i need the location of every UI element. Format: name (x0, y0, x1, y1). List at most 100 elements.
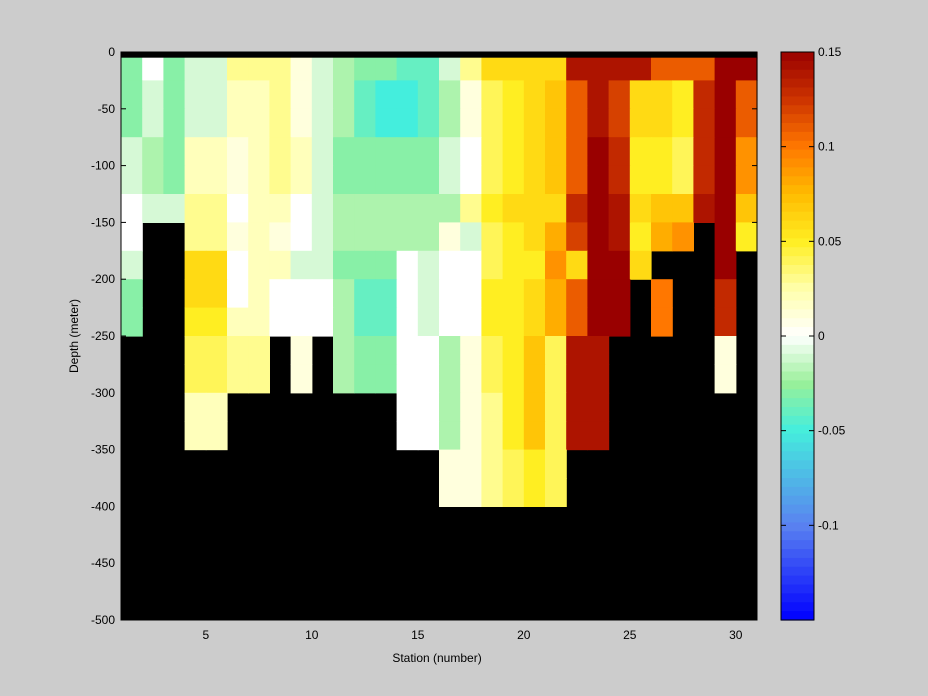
x-tick-label: 20 (517, 628, 531, 642)
heatmap-cell (587, 80, 610, 110)
y-tick-label: -150 (91, 215, 115, 229)
colorbar-band (781, 202, 814, 213)
heatmap-cell (205, 392, 228, 422)
colorbar-band (781, 362, 814, 373)
heatmap-cell (439, 279, 461, 309)
heatmap-cell (439, 108, 461, 138)
heatmap-cell (354, 250, 376, 280)
heatmap-cell (227, 364, 249, 394)
x-tick-label: 30 (729, 628, 743, 642)
heatmap-cell (502, 478, 525, 507)
colorbar-band (781, 407, 814, 417)
heatmap-cell (523, 80, 546, 110)
colorbar-band (781, 176, 814, 186)
heatmap-cell (333, 250, 355, 280)
heatmap-cell (735, 222, 758, 252)
heatmap-cell (545, 421, 567, 451)
heatmap-cell (311, 222, 334, 252)
heatmap-cell (269, 307, 292, 337)
heatmap-cell (290, 222, 313, 252)
heatmap-cell (205, 57, 228, 81)
heatmap-cell (333, 165, 355, 195)
x-tick-label: 25 (623, 628, 637, 642)
heatmap-cell (354, 108, 376, 138)
heatmap-cell (248, 279, 270, 309)
heatmap-cell (439, 449, 461, 479)
heatmap-cell (354, 364, 376, 394)
heatmap-cell (629, 165, 652, 195)
colorbar-band (781, 522, 814, 532)
colorbar-band (781, 469, 814, 479)
heatmap-cell (460, 364, 482, 394)
heatmap-cell (354, 57, 376, 81)
colorbar-band (781, 557, 814, 568)
heatmap-cell (523, 108, 546, 138)
heatmap-cell (481, 421, 504, 451)
colorbar-band (781, 495, 814, 506)
colorbar-band (781, 114, 814, 124)
heatmap-cell (121, 80, 143, 110)
colorbar-band (781, 282, 814, 293)
heatmap-cell (460, 108, 482, 138)
colorbar-band (781, 584, 814, 594)
colorbar-tick-label: 0 (818, 329, 825, 343)
heatmap-cell (227, 137, 249, 167)
heatmap-cell (545, 57, 567, 81)
y-tick-label: -350 (91, 443, 115, 457)
heatmap-cell (439, 194, 461, 223)
heatmap-cell (587, 250, 610, 280)
colorbar-band (781, 238, 814, 248)
heatmap-cell (481, 108, 504, 138)
heatmap-cell (545, 222, 567, 252)
heatmap-cell (227, 307, 249, 337)
heatmap-cell (375, 364, 398, 394)
heatmap-cell (311, 165, 334, 195)
heatmap-cell (205, 250, 228, 280)
heatmap-cell (608, 80, 631, 110)
heatmap-cell (672, 108, 694, 138)
heatmap-cell (523, 279, 546, 309)
heatmap-cell (672, 222, 694, 252)
heatmap-cell (396, 250, 419, 280)
heatmap-cell (523, 222, 546, 252)
heatmap-cell (502, 222, 525, 252)
heatmap-cell (311, 80, 334, 110)
heatmap-cell (545, 449, 567, 479)
heatmap-cell (608, 108, 631, 138)
heatmap-cell (290, 279, 313, 309)
heatmap-cell (269, 250, 292, 280)
heatmap-cell (566, 80, 588, 110)
heatmap-cell (439, 421, 461, 451)
heatmap-cell (121, 307, 143, 337)
heatmap-cell (184, 250, 207, 280)
heatmap-cell (417, 250, 440, 280)
heatmap-cell (375, 108, 398, 138)
heatmap-cell (608, 279, 631, 309)
y-tick-label: -300 (91, 386, 115, 400)
heatmap-cell (121, 165, 143, 195)
heatmap-cell (121, 222, 143, 252)
heatmap-cell (587, 57, 610, 81)
y-tick-label: -500 (91, 613, 115, 627)
heatmap-cell (417, 279, 440, 309)
colorbar-band (781, 566, 814, 577)
heatmap-cell (311, 194, 334, 223)
heatmap-cell (333, 364, 355, 394)
heatmap-cell (396, 108, 419, 138)
heatmap-cell (396, 57, 419, 81)
colorbar-bands (781, 52, 814, 621)
heatmap-cell (481, 194, 504, 223)
heatmap-cell (375, 57, 398, 81)
heatmap-cell (142, 165, 164, 195)
heatmap-plot: 5 10 15 20 25 30 0 -50 -100 -150 -200 -250 -300 -350… (91, 45, 758, 642)
heatmap-cell (396, 165, 419, 195)
heatmap-cell (545, 392, 567, 422)
heatmap-cell (460, 222, 482, 252)
heatmap-cell (502, 364, 525, 394)
colorbar-band (781, 549, 814, 559)
heatmap-cell (205, 194, 228, 223)
heatmap-cell (375, 165, 398, 195)
heatmap-cell (184, 57, 207, 81)
colorbar-band (781, 593, 814, 603)
